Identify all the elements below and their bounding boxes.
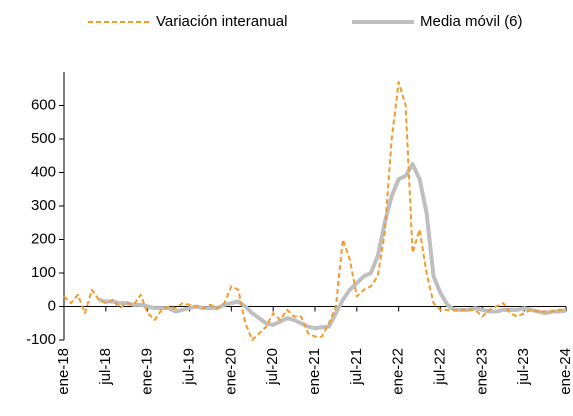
- y-tick-label: -100: [26, 331, 56, 348]
- legend-label: Media móvil (6): [420, 13, 523, 30]
- x-tick-label: jul-19: [180, 348, 197, 386]
- x-tick-label: ene-21: [306, 348, 323, 395]
- y-tick-label: 0: [48, 297, 56, 314]
- y-tick-label: 400: [31, 163, 56, 180]
- y-tick-label: 600: [31, 96, 56, 113]
- x-tick-label: ene-23: [473, 348, 490, 395]
- x-tick-label: jul-23: [515, 348, 532, 386]
- x-tick-label: ene-22: [390, 348, 407, 395]
- x-tick-label: jul-20: [264, 348, 281, 386]
- x-tick-label: ene-18: [55, 348, 72, 395]
- x-tick-label: ene-19: [139, 348, 156, 395]
- x-tick-label: ene-24: [557, 348, 573, 395]
- y-tick-label: 100: [31, 264, 56, 281]
- series-line: [63, 81, 566, 341]
- series-line: [98, 162, 567, 331]
- x-tick-label: jul-22: [431, 348, 448, 386]
- x-tick-label: jul-18: [97, 348, 114, 386]
- y-tick-label: 200: [31, 230, 56, 247]
- y-tick-label: 300: [31, 197, 56, 214]
- x-tick-label: ene-20: [222, 348, 239, 395]
- y-tick-label: 500: [31, 130, 56, 147]
- legend-label: Variación interanual: [156, 13, 287, 30]
- x-tick-label: jul-21: [348, 348, 365, 386]
